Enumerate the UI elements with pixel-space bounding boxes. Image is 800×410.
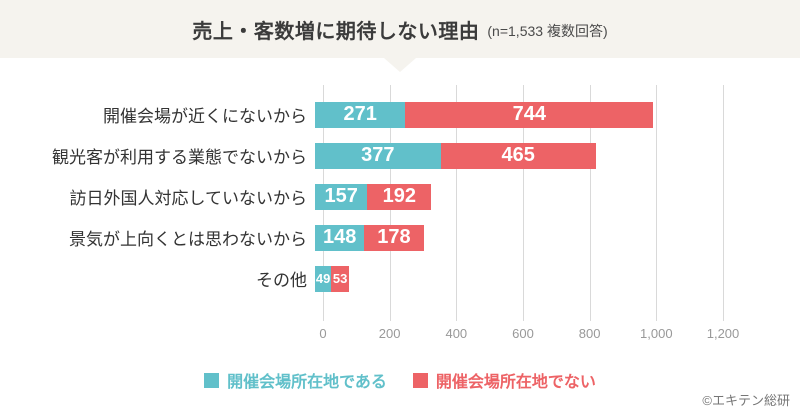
- copyright-credit: ©エキテン総研: [702, 393, 790, 408]
- bar-value-label: 53: [332, 271, 348, 286]
- chart-row: その他 49 53: [0, 258, 800, 299]
- category-label: 開催会場が近くにないから: [103, 107, 307, 126]
- bar-segment-1: 49: [315, 265, 332, 292]
- bar-segment-2: 192: [367, 183, 432, 210]
- bar-segment-1: 271: [315, 101, 406, 128]
- bar-value-label: 377: [361, 144, 395, 166]
- legend: 開催会場所在地である 開催会場所在地でない: [0, 368, 800, 392]
- chart-row: 開催会場が近くにないから 271 744: [0, 94, 800, 135]
- legend-item: 開催会場所在地である: [204, 368, 387, 392]
- gridline: [523, 85, 524, 321]
- gridline: [589, 85, 591, 321]
- bar-value-label: 178: [377, 226, 411, 248]
- bar-segment-2: 465: [440, 142, 596, 169]
- bar-value-label: 465: [501, 144, 535, 166]
- legend-label: 開催会場所在地でない: [435, 374, 596, 391]
- bar-segment-1: 157: [315, 183, 368, 210]
- bar-segment-2: 178: [364, 224, 424, 251]
- chart-title: 売上・客数増に期待しない理由: [192, 20, 480, 43]
- gridline: [723, 85, 724, 321]
- x-tick-label: 800: [578, 326, 601, 341]
- category-label: 観光客が利用する業態でないから: [52, 148, 307, 167]
- category-label: その他: [256, 271, 307, 290]
- bar-track: 377 465: [315, 142, 715, 169]
- x-tick-label: 400: [445, 326, 468, 341]
- legend-item: 開催会場所在地でない: [412, 368, 596, 392]
- category-label: 訪日外国人対応していないから: [69, 189, 308, 208]
- bar-segment-1: 377: [315, 142, 441, 169]
- bar-value-label: 49: [315, 271, 331, 286]
- chart-row: 観光客が利用する業態でないから 377 465: [0, 135, 800, 176]
- bar-value-label: 192: [382, 185, 417, 207]
- gridline: [656, 85, 658, 321]
- bar-track: 148 178: [315, 224, 715, 251]
- x-tick-label: 200: [378, 326, 401, 341]
- chart-subtitle: (n=1,533 複数回答): [487, 22, 608, 39]
- chart-rows: 開催会場が近くにないから 271 744 観光客が利用する業態でないから 377 465 訪…: [0, 94, 800, 299]
- chart-row: 訪日外国人対応していないから 157 192: [0, 176, 800, 217]
- category-label: 景気が上向くとは思わないから: [69, 230, 307, 249]
- bar-value-label: 157: [324, 185, 358, 207]
- bar-track: 271 744: [315, 101, 715, 128]
- bar-value-label: 271: [343, 103, 377, 125]
- bar-value-label: 744: [512, 103, 547, 125]
- x-tick-label: 1,000: [640, 326, 673, 341]
- bar-track: 157 192: [315, 183, 715, 210]
- bar-track: 49 53: [315, 265, 715, 292]
- bar-segment-2: 744: [405, 101, 654, 128]
- chart-row: 景気が上向くとは思わないから 148 178: [0, 217, 800, 258]
- legend-swatch-icon: [412, 372, 428, 388]
- header-notch-triangle: [384, 58, 416, 72]
- x-tick-label: 0: [319, 326, 327, 341]
- bar-segment-2: 53: [331, 265, 349, 292]
- bar-segment-1: 148: [315, 224, 365, 251]
- x-axis: 0 200 400 600 800 1,000 1,200: [319, 326, 739, 342]
- bar-value-label: 148: [322, 226, 357, 248]
- legend-swatch-icon: [204, 372, 220, 388]
- gridline: [456, 85, 458, 321]
- legend-label: 開催会場所在地である: [227, 374, 387, 391]
- x-tick-label: 600: [512, 326, 534, 341]
- chart-header: 売上・客数増に期待しない理由 (n=1,533 複数回答): [0, 0, 800, 58]
- x-tick-label: 1,200: [706, 326, 740, 341]
